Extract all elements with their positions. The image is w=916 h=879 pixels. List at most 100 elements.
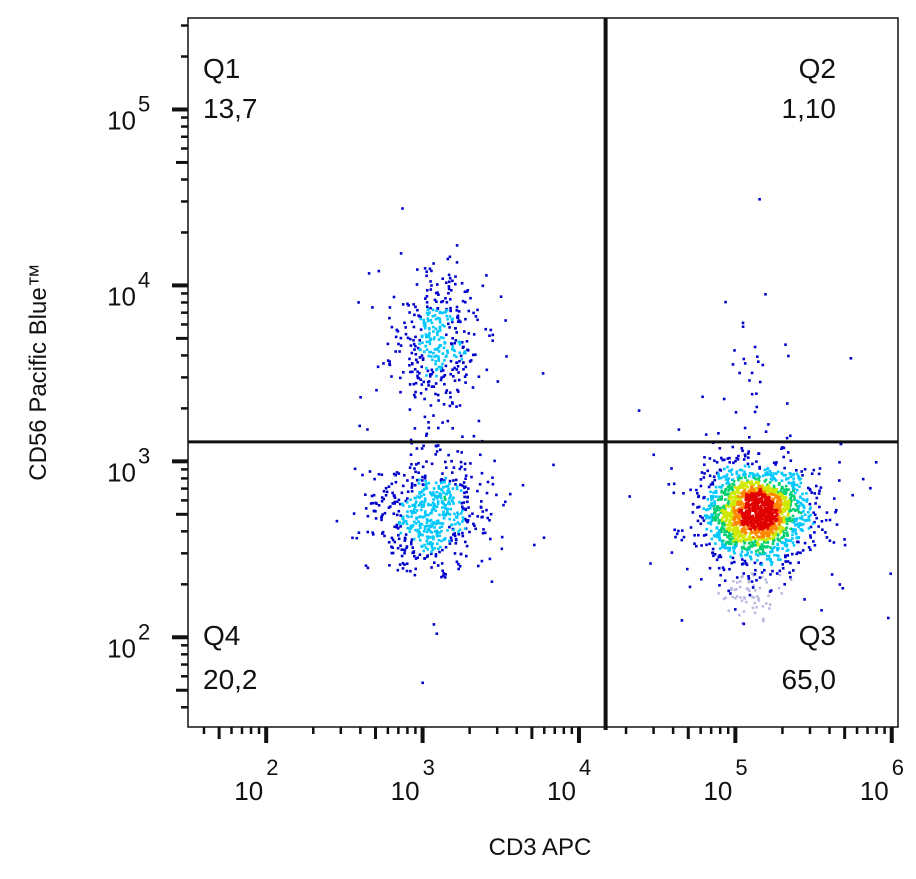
data-point [491,476,494,479]
data-point [403,474,406,477]
data-point [451,427,454,430]
data-point [406,479,409,482]
data-point [426,548,430,551]
data-point [769,515,772,519]
data-point [429,503,433,507]
data-point [742,622,746,626]
data-point [394,335,398,339]
data-point [428,342,432,346]
data-point [713,510,717,514]
data-point [780,511,783,515]
data-point [386,342,390,346]
data-point [424,297,427,300]
data-point [762,474,765,477]
data-point [689,488,692,492]
data-point [749,527,753,531]
data-point [455,261,459,264]
data-point [424,487,427,491]
data-point [462,518,465,522]
data-point [729,537,732,541]
data-point [436,497,439,500]
data-point [421,357,425,360]
data-point [396,330,400,333]
data-point [757,597,760,600]
data-point [717,495,721,499]
data-point [734,545,737,548]
data-point [724,509,727,512]
data-point [809,506,812,509]
data-point [761,525,765,529]
data-point [405,569,409,573]
data-point [737,495,740,498]
data-point [423,350,426,354]
data-point [783,532,786,535]
data-point [741,321,745,325]
data-point [754,474,757,477]
data-point [705,527,708,531]
data-point [441,513,445,516]
data-point [720,530,723,533]
data-point [744,511,748,515]
data-point [406,336,410,340]
data-point [772,472,776,475]
data-point [441,501,444,505]
data-point [488,519,491,522]
data-point [403,536,407,540]
data-point [718,534,721,537]
data-point [780,536,784,539]
data-point [429,306,432,310]
data-point [427,421,430,424]
y-tick-label-exponent: 5 [138,91,150,116]
data-point [712,475,716,478]
data-point [768,607,771,610]
data-point [776,494,780,497]
data-point [361,473,364,477]
data-point [799,528,802,531]
data-point [445,301,449,304]
x-tick-label-base: 10 [860,776,889,806]
data-point [691,502,695,506]
data-point [451,279,454,283]
data-point [784,484,788,488]
data-point [441,323,444,327]
data-point [433,547,436,550]
data-point [446,419,450,423]
data-point [851,493,854,497]
data-point [706,498,710,501]
data-point [799,496,802,499]
data-point [446,484,450,488]
data-point [441,480,445,484]
data-point [802,510,805,513]
data-point [404,326,407,329]
data-point [748,593,752,597]
data-point [446,490,449,493]
data-point [457,310,461,313]
data-point [783,496,786,499]
data-point [699,478,703,481]
data-point [448,490,451,493]
data-point [833,497,836,500]
data-point [801,549,805,552]
data-point [723,530,726,534]
data-point [450,523,453,527]
data-point [393,494,396,498]
x-tick-label-base: 10 [234,776,263,806]
data-point [415,509,419,512]
data-point [711,494,715,498]
data-point [413,467,416,470]
data-point [451,487,455,490]
data-point [446,510,449,513]
data-point [720,521,724,525]
data-point [502,503,505,507]
data-point [380,473,384,476]
data-point [375,502,378,505]
data-point [747,588,751,592]
data-point [735,496,739,500]
data-point [794,503,798,506]
data-point [712,515,715,519]
data-point [442,346,446,349]
data-point [759,518,762,521]
data-point [771,533,775,536]
data-point [759,489,763,493]
